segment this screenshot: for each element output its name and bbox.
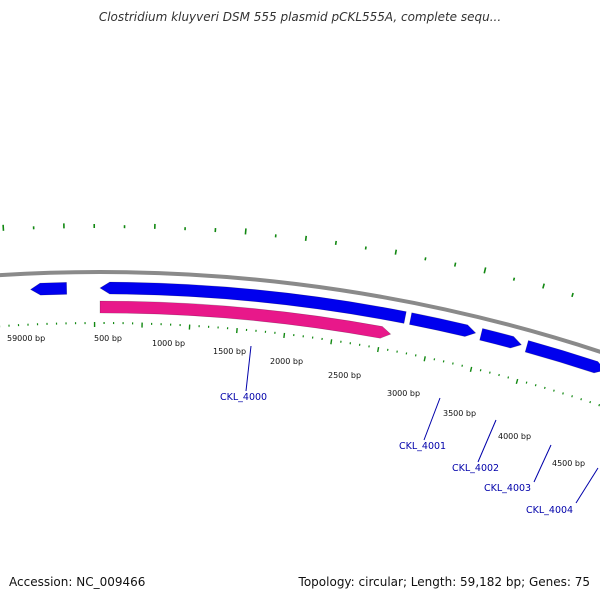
- scale-tick: [589, 401, 592, 404]
- gene-arrow-segment-0[interactable]: [29, 282, 68, 296]
- gc-tick: [394, 249, 398, 255]
- gene-arrow-ckl-4002[interactable]: [479, 328, 522, 349]
- gc-tick: [304, 235, 308, 241]
- gene-label-ckl-4000[interactable]: CKL_4000: [220, 392, 267, 403]
- scale-tick: [553, 389, 555, 392]
- scale-tick: [469, 366, 473, 372]
- scale-tick: [507, 376, 510, 379]
- scale-tick: [534, 384, 537, 387]
- scale-tick: [283, 332, 286, 339]
- scale-label: 4000 bp: [498, 432, 531, 441]
- scale-label: 1000 bp: [152, 339, 185, 348]
- scale-labels: 59000 bp 500 bp 1000 bp 1500 bp 2000 bp 2500 …: [7, 334, 585, 468]
- gc-tick: [334, 240, 337, 246]
- gene-label-ckl-4004[interactable]: CKL_4004: [526, 505, 573, 516]
- gene-arrow-ckl-4003[interactable]: [524, 340, 600, 374]
- scale-tick: [598, 404, 600, 407]
- scale-label: 3000 bp: [387, 389, 420, 398]
- topology-summary: Topology: circular; Length: 59,182 bp; G…: [298, 575, 590, 589]
- gene-leader-line: [575, 467, 599, 504]
- gene-label-ckl-4001[interactable]: CKL_4001: [399, 441, 446, 452]
- gene-leader-line: [245, 345, 252, 392]
- gc-tick: [571, 292, 574, 298]
- gc-tick: [512, 277, 516, 281]
- scale-label: 2500 bp: [328, 371, 361, 380]
- scale-tick: [580, 398, 583, 401]
- gc-tick: [542, 283, 545, 289]
- scale-label: 2000 bp: [270, 357, 303, 366]
- gc-tick: [424, 257, 427, 261]
- gene-arrow-ckl-4001[interactable]: [409, 312, 477, 337]
- scale-tick: [376, 346, 380, 353]
- gene-arrow-ckl-4000[interactable]: [99, 300, 392, 339]
- scale-label: 3500 bp: [443, 409, 476, 418]
- gene-leader-line: [533, 444, 552, 483]
- scale-tick: [515, 378, 519, 385]
- plasmid-backbone: [0, 269, 600, 354]
- scale-tick: [330, 339, 333, 345]
- scale-label: 4500 bp: [552, 459, 585, 468]
- scale-tick: [489, 371, 491, 374]
- scale-tick: [571, 395, 573, 398]
- gc-tick: [453, 262, 457, 267]
- scale-tick: [498, 373, 500, 377]
- scale-label: 500 bp: [94, 334, 122, 343]
- scale-tick: [543, 386, 546, 390]
- outer-gc-ticks: [2, 223, 574, 298]
- accession-text: Accession: NC_009466: [9, 575, 146, 589]
- gene-leader-line: [477, 419, 497, 463]
- inner-scale-ticks: [0, 322, 600, 407]
- gene-label-ckl-4003[interactable]: CKL_4003: [484, 483, 531, 494]
- gc-tick: [483, 267, 487, 274]
- gc-tick: [244, 228, 247, 235]
- gene-label-ckl-4002[interactable]: CKL_4002: [452, 463, 499, 474]
- scale-label: 1500 bp: [213, 347, 246, 356]
- scale-tick: [525, 381, 528, 384]
- gene-leader-line: [423, 397, 441, 441]
- scale-tick: [562, 392, 564, 395]
- map-title: Clostridium kluyveri DSM 555 plasmid pCK…: [98, 10, 502, 24]
- scale-label: 59000 bp: [7, 334, 45, 343]
- gene-labels: CKL_4000 CKL_4001 CKL_4002 CKL_4003 CKL_4004: [220, 345, 599, 516]
- gene-arrow-segment-1[interactable]: [99, 281, 407, 324]
- scale-tick: [423, 356, 426, 362]
